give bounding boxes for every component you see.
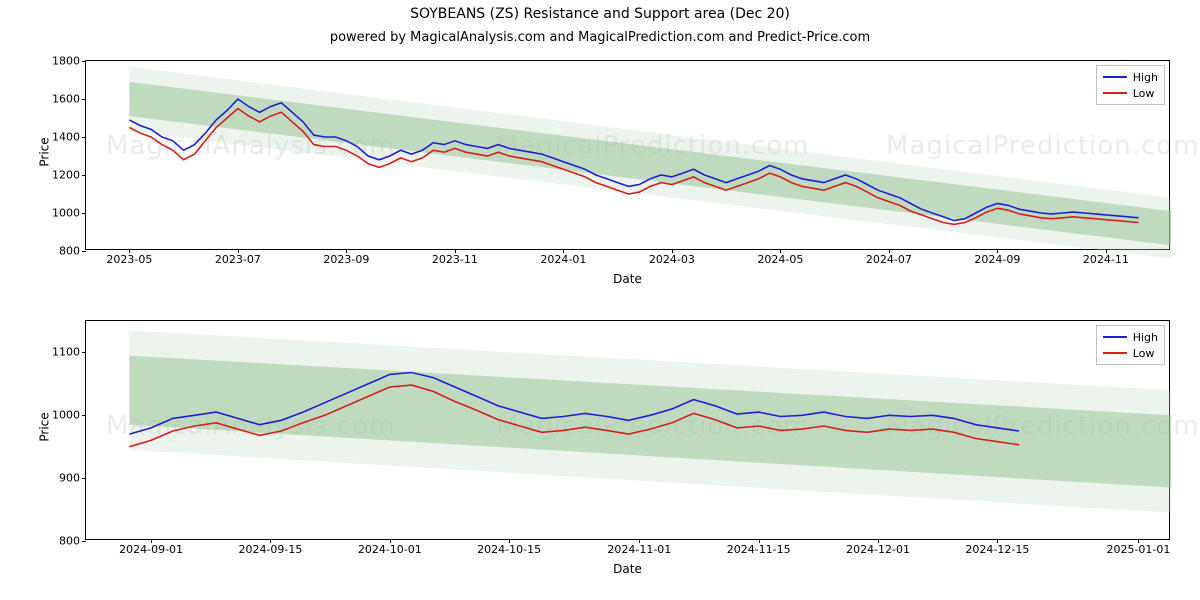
- ytick-label: 1600: [52, 93, 86, 106]
- legend-low: Low: [1133, 87, 1155, 100]
- panel-2: MagicalAnalysis.com MagicalPrediction.co…: [85, 320, 1170, 540]
- ytick-label: 1800: [52, 55, 86, 68]
- p2-xlabel: Date: [85, 562, 1170, 576]
- p2-ylabel: Price: [38, 412, 52, 441]
- p1-ylabel: Price: [38, 137, 52, 166]
- legend-high: High: [1133, 71, 1158, 84]
- p1-svg: [86, 61, 1169, 249]
- chart-subtitle: powered by MagicalAnalysis.com and Magic…: [0, 30, 1200, 45]
- ytick-label: 1400: [52, 131, 86, 144]
- p1-xlabel: Date: [85, 272, 1170, 286]
- legend-high-2: High: [1133, 331, 1158, 344]
- legend-low-2: Low: [1133, 347, 1155, 360]
- p2-legend: High Low: [1096, 325, 1165, 365]
- p1-legend: High Low: [1096, 65, 1165, 105]
- ytick-label: 1000: [52, 207, 86, 220]
- ytick-label: 1100: [52, 346, 86, 359]
- ytick-label: 1200: [52, 169, 86, 182]
- panel-1: MagicalAnalysis.com MagicalPrediction.co…: [85, 60, 1170, 250]
- chart-title: SOYBEANS (ZS) Resistance and Support are…: [0, 6, 1200, 22]
- p2-svg: [86, 321, 1169, 539]
- ytick-label: 1000: [52, 409, 86, 422]
